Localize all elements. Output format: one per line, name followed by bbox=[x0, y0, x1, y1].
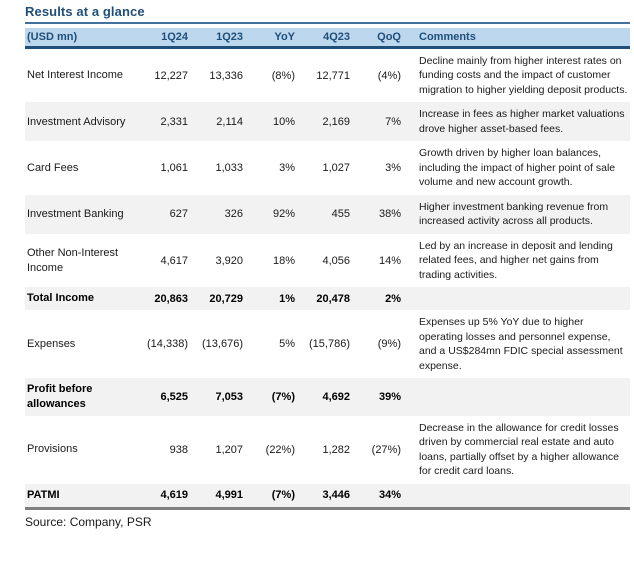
cell-1q23: 326 bbox=[198, 194, 253, 234]
cell-qoq: 2% bbox=[360, 287, 411, 311]
cell-4q23: 3,446 bbox=[305, 483, 360, 510]
cell-qoq: (4%) bbox=[377, 69, 401, 82]
cell-4q23: 2,169 bbox=[305, 102, 360, 142]
cell-1q24: 4,619 bbox=[143, 483, 198, 510]
cell-qoq: 39% bbox=[360, 378, 411, 416]
table-header-row: (USD mn) 1Q24 1Q23 YoY 4Q23 QoQ Comments bbox=[25, 28, 630, 49]
row-label: Other Non-Interest Income bbox=[27, 246, 119, 274]
cell-qoq: 7% bbox=[360, 102, 411, 142]
cell-comment: Growth driven by higher loan balances, i… bbox=[419, 147, 616, 189]
cell-1q24: 6,525 bbox=[143, 378, 198, 416]
cell-qoq: (27%) bbox=[371, 443, 401, 456]
cell-1q24: 938 bbox=[169, 443, 188, 456]
row-label: Expenses bbox=[27, 337, 76, 350]
cell-1q23: 7,053 bbox=[198, 378, 253, 416]
table-row: Provisions 938 1,207 (22%) 1,282 (27%) D… bbox=[25, 416, 630, 484]
col-header-qoq: QoQ bbox=[360, 28, 411, 49]
cell-comment: Increase in fees as higher market valuat… bbox=[411, 102, 630, 142]
cell-comment: Decrease in the allowance for credit los… bbox=[419, 421, 620, 478]
cell-1q23: 20,729 bbox=[198, 287, 253, 311]
table-row: PATMI 4,619 4,991 (7%) 3,446 34% bbox=[25, 483, 630, 510]
cell-yoy: 3% bbox=[279, 162, 295, 175]
cell-4q23: 1,282 bbox=[322, 443, 350, 456]
cell-1q24: (14,338) bbox=[147, 338, 188, 351]
cell-qoq: (9%) bbox=[377, 338, 401, 351]
table-row: Expenses (14,338) (13,676) 5% (15,786) (… bbox=[25, 310, 630, 378]
cell-4q23: 4,692 bbox=[305, 378, 360, 416]
cell-yoy: 18% bbox=[272, 254, 295, 267]
cell-qoq: 38% bbox=[360, 194, 411, 234]
cell-yoy: (7%) bbox=[253, 378, 305, 416]
cell-4q23: (15,786) bbox=[309, 338, 350, 351]
cell-yoy: 1% bbox=[253, 287, 305, 311]
cell-1q24: 2,331 bbox=[143, 102, 198, 142]
col-header-1q24: 1Q24 bbox=[143, 28, 198, 49]
col-header-usd-mn: (USD mn) bbox=[25, 28, 143, 49]
cell-comment: Higher investment banking revenue from i… bbox=[411, 194, 630, 234]
cell-qoq: 14% bbox=[378, 254, 401, 267]
cell-yoy: (22%) bbox=[265, 443, 295, 456]
cell-comment bbox=[411, 378, 630, 416]
cell-comment: Expenses up 5% YoY due to higher operati… bbox=[419, 316, 623, 372]
cell-1q23: 4,991 bbox=[198, 483, 253, 510]
cell-4q23: 1,027 bbox=[322, 162, 350, 175]
cell-1q23: 3,920 bbox=[215, 254, 243, 267]
cell-1q24: 627 bbox=[143, 194, 198, 234]
cell-4q23: 20,478 bbox=[305, 287, 360, 311]
cell-1q23: 1,033 bbox=[215, 162, 243, 175]
cell-yoy: 5% bbox=[279, 338, 295, 351]
cell-1q24: 1,061 bbox=[160, 162, 188, 175]
cell-4q23: 4,056 bbox=[322, 254, 350, 267]
table-row: Investment Advisory 2,331 2,114 10% 2,16… bbox=[25, 102, 630, 142]
row-label: Investment Advisory bbox=[25, 102, 143, 142]
row-label: PATMI bbox=[25, 483, 143, 510]
col-header-4q23: 4Q23 bbox=[305, 28, 360, 49]
col-header-yoy: YoY bbox=[253, 28, 305, 49]
col-header-comments: Comments bbox=[411, 28, 630, 49]
row-label: Card Fees bbox=[27, 161, 79, 174]
source-note: Source: Company, PSR bbox=[25, 514, 152, 529]
cell-comment bbox=[411, 483, 630, 510]
cell-comment bbox=[411, 287, 630, 311]
table-row: Net Interest Income 12,227 13,336 (8%) 1… bbox=[25, 48, 630, 103]
cell-yoy: (8%) bbox=[271, 69, 295, 82]
row-label: Total Income bbox=[25, 287, 143, 311]
cell-qoq: 34% bbox=[360, 483, 411, 510]
cell-1q24: 20,863 bbox=[143, 287, 198, 311]
row-label: Profit before allowances bbox=[25, 378, 143, 416]
cell-4q23: 455 bbox=[305, 194, 360, 234]
cell-1q23: (13,676) bbox=[202, 338, 243, 351]
row-label: Net Interest Income bbox=[27, 69, 123, 82]
cell-4q23: 12,771 bbox=[316, 69, 350, 82]
col-header-1q23: 1Q23 bbox=[198, 28, 253, 49]
cell-yoy: 10% bbox=[253, 102, 305, 142]
row-label: Investment Banking bbox=[25, 194, 143, 234]
cell-comment: Led by an increase in deposit and lendin… bbox=[419, 239, 613, 281]
cell-1q24: 4,617 bbox=[160, 254, 188, 267]
row-label: Provisions bbox=[27, 443, 78, 456]
table-row: Total Income 20,863 20,729 1% 20,478 2% bbox=[25, 287, 630, 311]
table-row: Other Non-Interest Income 4,617 3,920 18… bbox=[25, 234, 630, 287]
table-row: Card Fees 1,061 1,033 3% 1,027 3% Growth… bbox=[25, 141, 630, 194]
results-table: (USD mn) 1Q24 1Q23 YoY 4Q23 QoQ Comments… bbox=[25, 28, 630, 510]
cell-1q23: 2,114 bbox=[198, 102, 253, 142]
cell-1q24: 12,227 bbox=[154, 69, 188, 82]
cell-comment: Decline mainly from higher interest rate… bbox=[419, 55, 628, 96]
page-title: Results at a glance bbox=[25, 2, 630, 24]
cell-yoy: 92% bbox=[253, 194, 305, 234]
table-row: Investment Banking 627 326 92% 455 38% H… bbox=[25, 194, 630, 234]
cell-1q23: 1,207 bbox=[215, 443, 243, 456]
report-snippet: Results at a glance (USD mn) 1Q24 1Q23 Y… bbox=[25, 2, 630, 529]
cell-qoq: 3% bbox=[385, 162, 401, 175]
cell-1q23: 13,336 bbox=[209, 69, 243, 82]
cell-yoy: (7%) bbox=[253, 483, 305, 510]
table-row: Profit before allowances 6,525 7,053 (7%… bbox=[25, 378, 630, 416]
